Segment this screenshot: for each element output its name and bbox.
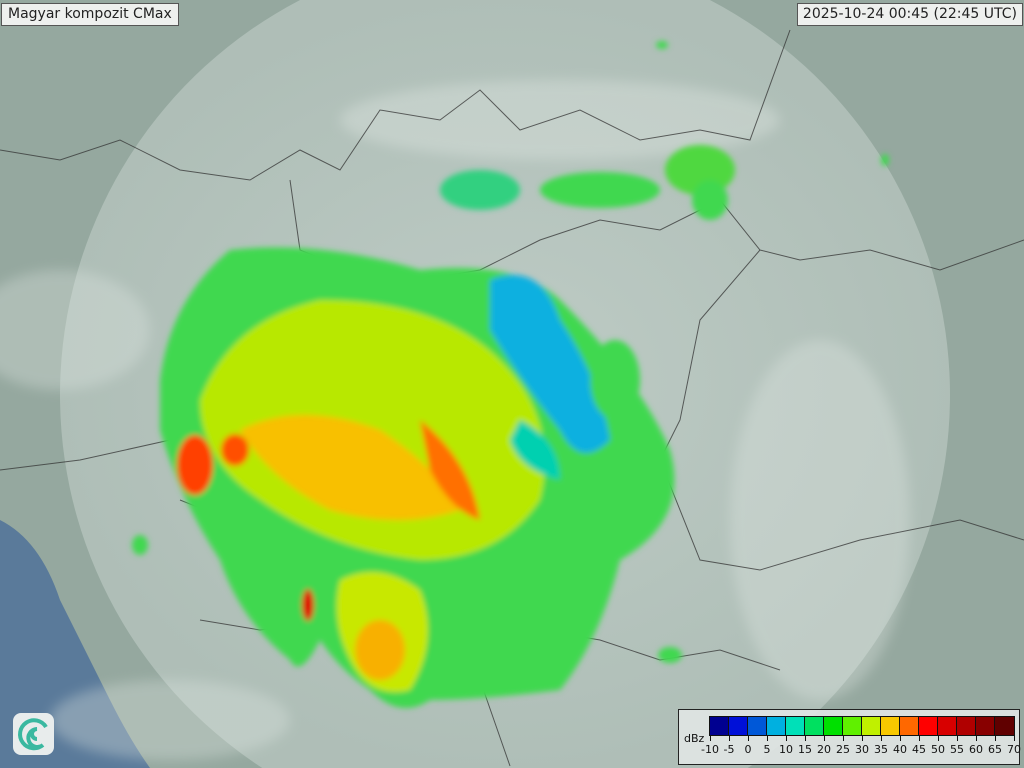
legend-label: 5 — [763, 743, 771, 756]
legend-tick — [862, 735, 863, 741]
legend-tick — [767, 735, 768, 741]
legend-label: -5 — [723, 743, 735, 756]
legend-tick — [919, 735, 920, 741]
legend-label: 0 — [744, 743, 752, 756]
color-swatch — [729, 717, 748, 735]
color-scale — [709, 716, 1015, 736]
legend-tick — [1014, 735, 1015, 741]
legend-label: 55 — [950, 743, 964, 756]
legend-label: 60 — [969, 743, 983, 756]
color-swatch — [995, 717, 1014, 735]
color-swatch — [900, 717, 919, 735]
color-swatch — [748, 717, 767, 735]
legend-unit: dBz — [684, 732, 705, 745]
color-swatch — [938, 717, 957, 735]
legend-label: 65 — [988, 743, 1002, 756]
legend-label: 35 — [874, 743, 888, 756]
legend-label: 25 — [836, 743, 850, 756]
legend-tick — [710, 735, 711, 741]
color-swatch — [976, 717, 995, 735]
legend-tick — [805, 735, 806, 741]
legend-label: 50 — [931, 743, 945, 756]
swirl-logo-icon — [13, 713, 54, 755]
legend-label: 20 — [817, 743, 831, 756]
dbz-legend: dBz -10 -5 0 5 10 15 20 25 30 35 40 45 50 55 60 65 70 — [678, 709, 1021, 765]
legend-label: 15 — [798, 743, 812, 756]
color-swatch — [919, 717, 938, 735]
legend-tick — [938, 735, 939, 741]
legend-tick — [881, 735, 882, 741]
legend-tick — [824, 735, 825, 741]
color-swatch — [710, 717, 729, 735]
legend-tick — [729, 735, 730, 741]
timestamp: 2025-10-24 00:45 (22:45 UTC) — [796, 3, 1023, 26]
legend-label: -10 — [701, 743, 719, 756]
legend-tick — [957, 735, 958, 741]
legend-label: 10 — [779, 743, 793, 756]
color-swatch — [824, 717, 843, 735]
legend-tick — [843, 735, 844, 741]
product-title: Magyar kompozit CMax — [1, 3, 179, 26]
legend-tick — [995, 735, 996, 741]
legend-label: 30 — [855, 743, 869, 756]
legend-tick — [900, 735, 901, 741]
color-swatch — [843, 717, 862, 735]
legend-label: 45 — [912, 743, 926, 756]
legend-tick — [748, 735, 749, 741]
color-swatch — [767, 717, 786, 735]
legend-tick — [976, 735, 977, 741]
color-swatch — [881, 717, 900, 735]
color-swatch — [862, 717, 881, 735]
legend-label: 70 — [1007, 743, 1021, 756]
color-swatch — [786, 717, 805, 735]
color-swatch — [957, 717, 976, 735]
legend-label: 40 — [893, 743, 907, 756]
radar-echoes — [132, 41, 889, 708]
color-swatch — [805, 717, 824, 735]
legend-tick — [786, 735, 787, 741]
